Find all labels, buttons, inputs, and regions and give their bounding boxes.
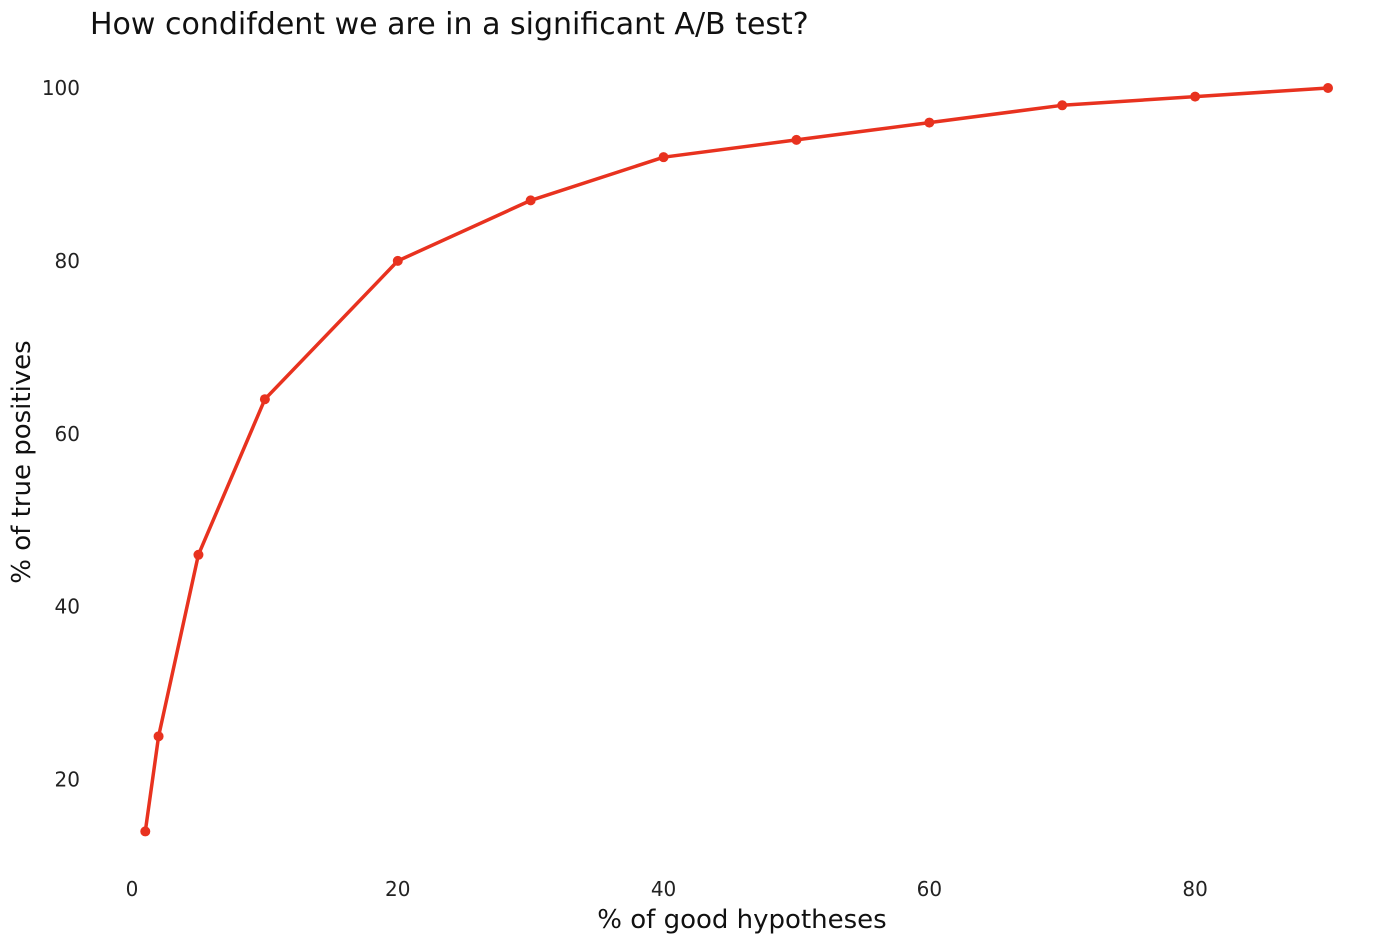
data-point — [1323, 83, 1333, 93]
y-tick-label: 80 — [55, 249, 80, 273]
data-point — [924, 117, 935, 128]
x-tick-label: 60 — [917, 877, 942, 901]
data-point — [153, 731, 164, 742]
x-axis-label: % of good hypotheses — [597, 905, 886, 935]
y-tick-label: 60 — [55, 422, 80, 446]
data-point — [140, 826, 151, 837]
data-point — [259, 394, 270, 405]
y-tick-label: 100 — [42, 76, 80, 100]
data-point — [193, 549, 204, 560]
y-tick-label: 20 — [55, 768, 80, 792]
x-tick-label: 40 — [651, 877, 676, 901]
chart-title: How condifdent we are in a significant A… — [90, 7, 809, 42]
series-line — [143, 86, 1330, 834]
data-point — [392, 255, 403, 266]
x-tick-label: 20 — [385, 877, 410, 901]
data-point — [525, 195, 536, 206]
x-axis-ticks: 0 20 40 60 80 — [126, 877, 1208, 901]
series-layer — [140, 83, 1333, 837]
y-axis-label: % of true positives — [7, 340, 37, 583]
x-tick-label: 0 — [126, 877, 139, 901]
y-tick-label: 40 — [55, 595, 80, 619]
data-point — [1190, 91, 1201, 102]
x-tick-label: 80 — [1182, 877, 1207, 901]
data-point — [1057, 100, 1068, 111]
data-point — [658, 152, 669, 163]
data-point — [791, 134, 802, 145]
y-axis-ticks: 20 40 60 80 100 — [42, 76, 80, 792]
